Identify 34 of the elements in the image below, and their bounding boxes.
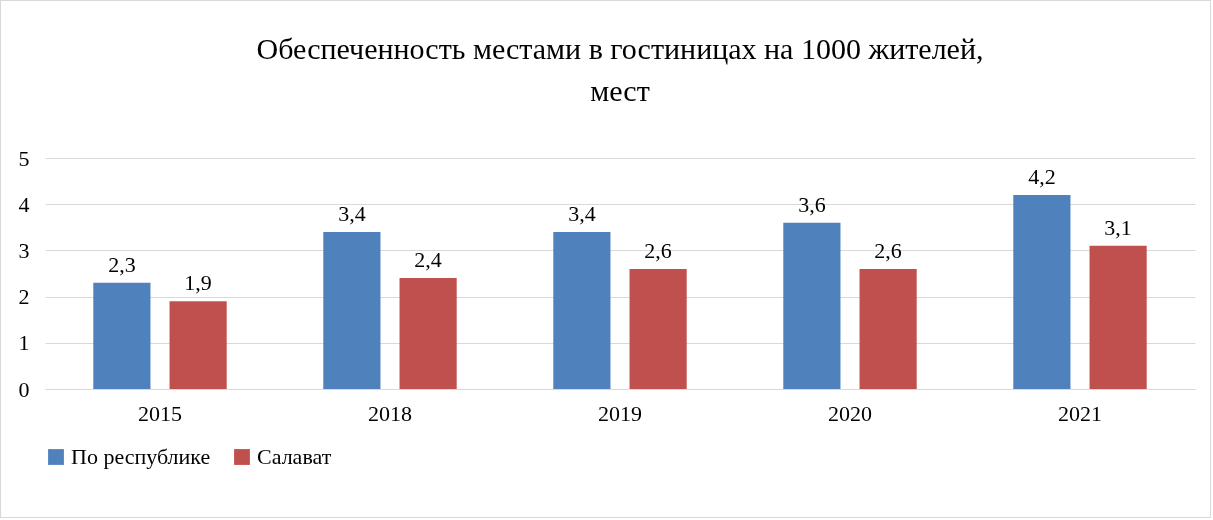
bar [783, 222, 841, 389]
x-tick-label: 2020 [828, 400, 872, 426]
bar [859, 268, 917, 389]
bar [629, 268, 687, 389]
data-label: 2,6 [874, 237, 902, 263]
data-label: 3,6 [798, 191, 826, 217]
data-label: 2,3 [108, 251, 136, 277]
y-tick-label: 1 [18, 330, 30, 356]
x-tick-label: 2018 [368, 400, 412, 426]
y-tick-label: 5 [18, 145, 30, 171]
data-label: 3,4 [338, 200, 366, 226]
bar [93, 282, 151, 389]
y-tick-label: 0 [18, 376, 30, 402]
bar [169, 301, 227, 389]
bar [1013, 194, 1071, 389]
bar [323, 231, 381, 389]
bar [1089, 245, 1147, 389]
y-tick-label: 4 [18, 191, 30, 217]
y-tick-label: 2 [18, 284, 30, 310]
data-label: 1,9 [184, 270, 212, 296]
x-tick-label: 2019 [598, 400, 642, 426]
x-tick-label: 2021 [1058, 400, 1102, 426]
legend-label: Салават [257, 444, 332, 469]
data-label: 2,6 [644, 237, 672, 263]
data-label: 2,4 [414, 247, 442, 273]
data-label: 3,1 [1104, 214, 1132, 240]
chart-title: Обеспеченность местами в гостиницах на 1000 жителей, мест [256, 32, 984, 107]
y-tick-label: 3 [18, 237, 30, 263]
legend-label: По республике [71, 444, 211, 469]
x-tick-label: 2015 [138, 400, 182, 426]
bar [553, 231, 611, 389]
bar [399, 278, 457, 389]
data-label: 3,4 [568, 200, 596, 226]
data-label: 4,2 [1028, 163, 1056, 189]
